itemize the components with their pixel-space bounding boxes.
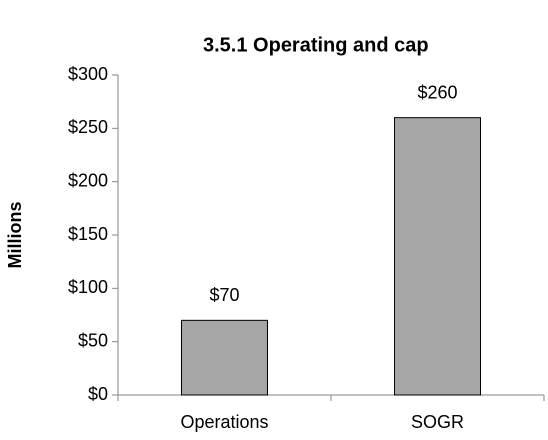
bar: [394, 117, 481, 396]
y-tick-label: $50: [78, 330, 108, 350]
y-tick-label: $200: [68, 170, 108, 190]
y-tick-label: $300: [68, 64, 108, 84]
x-tick-label: Operations: [180, 412, 268, 432]
y-axis-title: Millions: [5, 202, 25, 269]
y-tick-label: $250: [68, 117, 108, 137]
value-label: $70: [209, 285, 239, 305]
value-label: $260: [417, 82, 457, 102]
y-tick-label: $150: [68, 224, 108, 244]
bar: [181, 319, 268, 396]
y-tick-label: $0: [88, 384, 108, 404]
chart-title: 3.5.1 Operating and cap: [203, 34, 429, 56]
y-tick-label: $100: [68, 277, 108, 297]
x-tick-label: SOGR: [411, 412, 464, 432]
